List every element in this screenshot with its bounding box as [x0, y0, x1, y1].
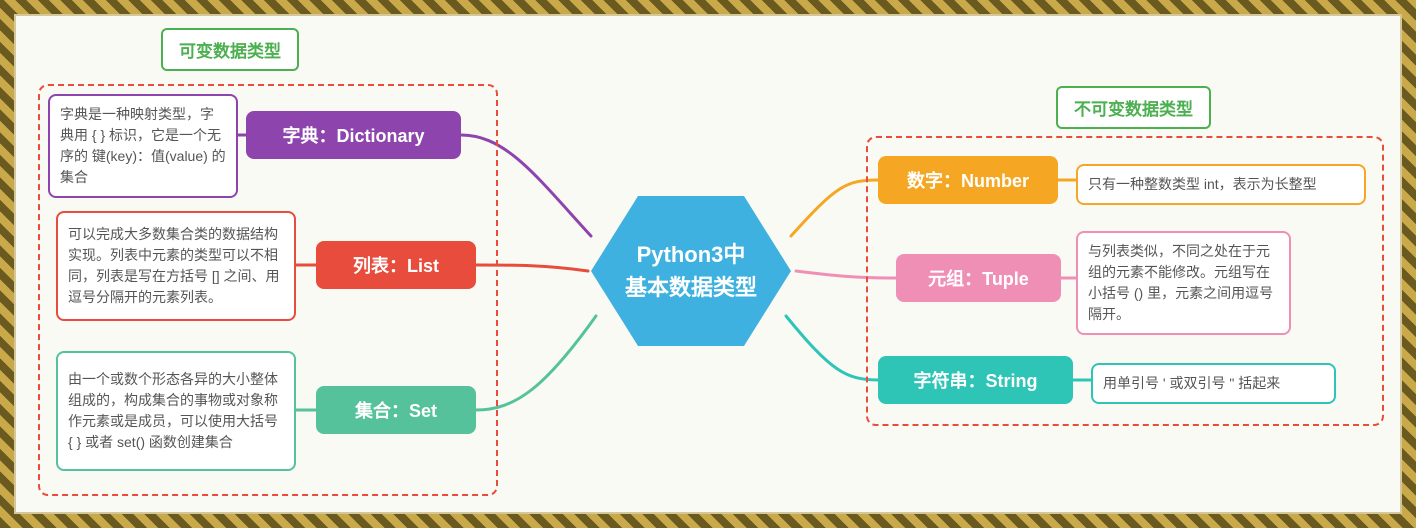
center-line2: 基本数据类型 [625, 275, 757, 300]
desc-string: 用单引号 ' 或双引号 " 括起来 [1091, 363, 1336, 404]
node-list: 列表：List [316, 241, 476, 289]
desc-set: 由一个或数个形态各异的大小整体组成的，构成集合的事物或对象称作元素或是成员，可以… [56, 351, 296, 471]
node-dictionary: 字典：Dictionary [246, 111, 461, 159]
desc-list: 可以完成大多数集合类的数据结构实现。列表中元素的类型可以不相同，列表是写在方括号… [56, 211, 296, 321]
desc-tuple: 与列表类似，不同之处在于元组的元素不能修改。元组写在小括号 () 里，元素之间用… [1076, 231, 1291, 335]
center-node: Python3中 基本数据类型 [586, 191, 796, 351]
immutable-group-label: 不可变数据类型 [1056, 86, 1211, 129]
desc-dictionary: 字典是一种映射类型，字典用 { } 标识，它是一个无序的 键(key)：值(va… [48, 94, 238, 198]
node-tuple: 元组：Tuple [896, 254, 1061, 302]
node-string: 字符串：String [878, 356, 1073, 404]
desc-number: 只有一种整数类型 int，表示为长整型 [1076, 164, 1366, 205]
mutable-group-label: 可变数据类型 [161, 28, 299, 71]
node-set: 集合：Set [316, 386, 476, 434]
node-number: 数字：Number [878, 156, 1058, 204]
diagram-canvas: 可变数据类型 不可变数据类型 Python3中 基本数据类型 字典：Dictio… [16, 16, 1400, 512]
center-node-text: Python3中 基本数据类型 [625, 238, 757, 304]
center-line1: Python3中 [637, 242, 746, 267]
